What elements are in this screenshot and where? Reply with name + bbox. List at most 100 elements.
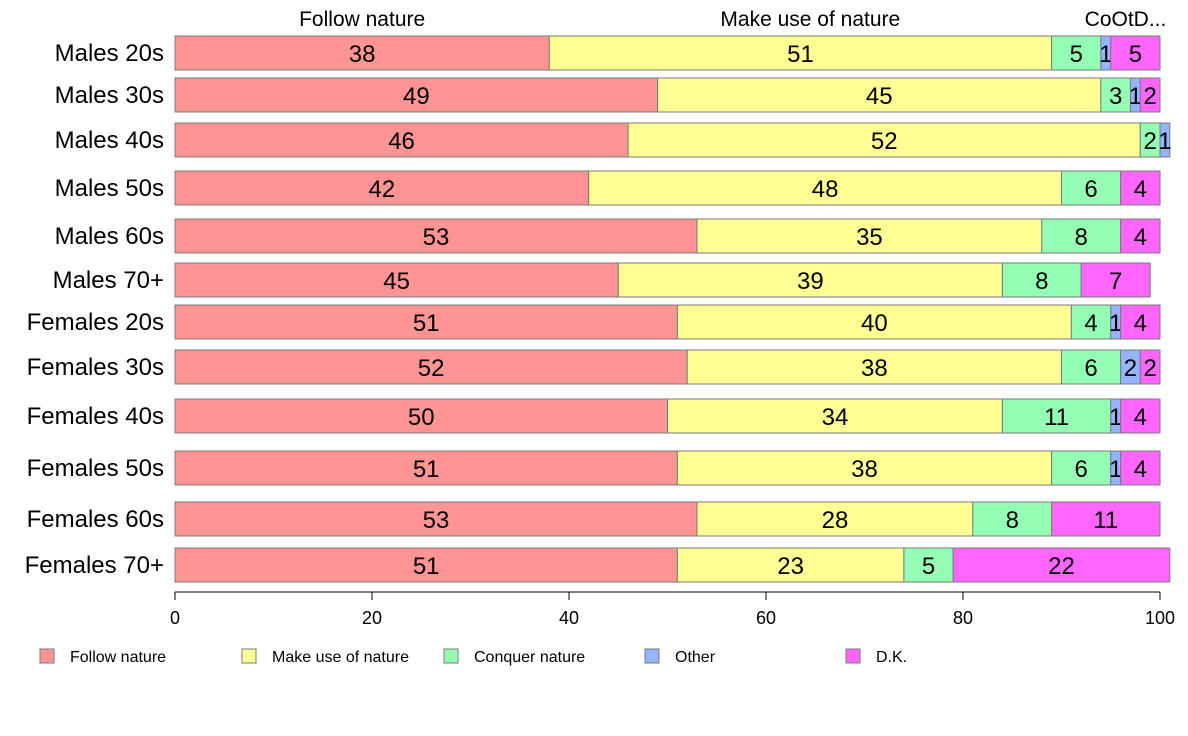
bar-segment <box>1001 398 1112 434</box>
legend-label: Follow nature <box>70 649 166 666</box>
bar-segment <box>1051 35 1102 71</box>
category-label: Females 20s <box>27 309 164 336</box>
bar-segment <box>1080 262 1151 298</box>
category-label: Females 30s <box>27 354 164 381</box>
x-tick-label: 60 <box>756 608 776 628</box>
legend-swatch <box>241 648 257 664</box>
bar-segment <box>1061 349 1122 385</box>
category-label: Males 30s <box>55 82 164 109</box>
bar-value-label: 1 <box>1129 83 1142 110</box>
category-label: Males 50s <box>55 175 164 202</box>
bar-value-label: 5 <box>1070 41 1083 68</box>
bar-segment <box>1051 501 1161 537</box>
bar-value-label: 40 <box>861 310 888 337</box>
category-label: Females 50s <box>27 455 164 482</box>
bar-value-label: 4 <box>1134 456 1147 483</box>
bar-segment <box>627 122 1141 158</box>
bar-value-label: 49 <box>403 83 430 110</box>
category-label: Females 60s <box>27 506 164 533</box>
bar-segment <box>174 349 688 385</box>
legend-swatch <box>644 648 660 664</box>
bar-value-label: 2 <box>1143 128 1156 155</box>
bar-value-label: 1 <box>1099 41 1112 68</box>
bar-value-label: 51 <box>413 553 440 580</box>
bar-segment <box>676 450 1053 486</box>
bar-segment <box>1120 170 1161 206</box>
bar-value-label: 4 <box>1134 224 1147 251</box>
bar-value-label: 34 <box>822 404 849 431</box>
bar-segment <box>657 77 1102 113</box>
bar-value-label: 3 <box>1109 83 1122 110</box>
bar-value-label: 2 <box>1143 83 1156 110</box>
bar-segment <box>617 262 1003 298</box>
bar-value-label: 38 <box>349 41 376 68</box>
bar-segment <box>696 218 1043 254</box>
bar-value-label: 5 <box>1129 41 1142 68</box>
bar-value-label: 7 <box>1109 268 1122 295</box>
bar-segment <box>1120 304 1161 340</box>
bar-value-label: 1 <box>1109 404 1122 431</box>
bar-segment <box>174 77 659 113</box>
bar-segment <box>952 547 1171 583</box>
bar-value-label: 42 <box>368 176 395 203</box>
bar-segment <box>696 501 974 537</box>
bar-value-label: 1 <box>1109 310 1122 337</box>
bar-value-label: 53 <box>423 507 450 534</box>
category-label: Females 70+ <box>25 552 164 579</box>
category-label: Males 40s <box>55 127 164 154</box>
legend-label: Other <box>675 649 716 666</box>
bar-segment <box>174 218 698 254</box>
bar-segment <box>972 501 1053 537</box>
bar-value-label: 48 <box>812 176 839 203</box>
x-tick-label: 20 <box>362 608 382 628</box>
bar-value-label: 6 <box>1084 176 1097 203</box>
bar-value-label: 8 <box>1035 268 1048 295</box>
bar-value-label: 1 <box>1158 128 1171 155</box>
category-label: Males 60s <box>55 223 164 250</box>
x-tick-label: 0 <box>170 608 180 628</box>
bar-value-label: 11 <box>1093 507 1118 534</box>
bar-value-label: 8 <box>1006 507 1019 534</box>
bar-value-label: 51 <box>413 310 440 337</box>
bar-value-label: 1 <box>1109 456 1122 483</box>
legend-label: Conquer nature <box>474 649 585 666</box>
bar-value-label: 2 <box>1124 355 1137 382</box>
bar-value-label: 5 <box>922 553 935 580</box>
x-tick-label: 100 <box>1145 608 1175 628</box>
bar-value-label: 45 <box>866 83 893 110</box>
bar-segment <box>174 304 678 340</box>
bar-value-label: 52 <box>418 355 445 382</box>
bar-segment <box>676 304 1072 340</box>
bar-segment <box>174 122 629 158</box>
bar-segment <box>1139 77 1161 113</box>
bar-segment <box>1070 304 1112 340</box>
bar-segment <box>903 547 954 583</box>
bar-segment <box>667 398 1003 434</box>
x-tick-label: 40 <box>559 608 579 628</box>
bar-segment <box>1001 262 1082 298</box>
bar-segment <box>174 262 619 298</box>
legend-label: Make use of nature <box>272 649 409 666</box>
top-series-label: Make use of nature <box>720 8 900 31</box>
bar-value-label: 6 <box>1075 456 1088 483</box>
bar-value-label: 22 <box>1048 553 1075 580</box>
bar-segment <box>1120 450 1161 486</box>
legend-swatch <box>443 648 459 664</box>
bar-segment <box>1100 77 1131 113</box>
bar-value-label: 28 <box>822 507 849 534</box>
legend-swatch <box>845 648 861 664</box>
legend-swatch <box>39 648 55 664</box>
bar-segment <box>1139 349 1161 385</box>
bar-value-label: 50 <box>408 404 435 431</box>
bar-value-label: 38 <box>861 355 888 382</box>
x-tick-label: 80 <box>953 608 973 628</box>
bar-segment <box>588 170 1062 206</box>
bar-segment <box>174 547 678 583</box>
bar-value-label: 23 <box>777 553 804 580</box>
bar-value-label: 53 <box>423 224 450 251</box>
category-label: Females 40s <box>27 403 164 430</box>
bar-value-label: 2 <box>1143 355 1156 382</box>
bar-value-label: 4 <box>1134 176 1147 203</box>
bar-value-label: 11 <box>1044 404 1069 431</box>
